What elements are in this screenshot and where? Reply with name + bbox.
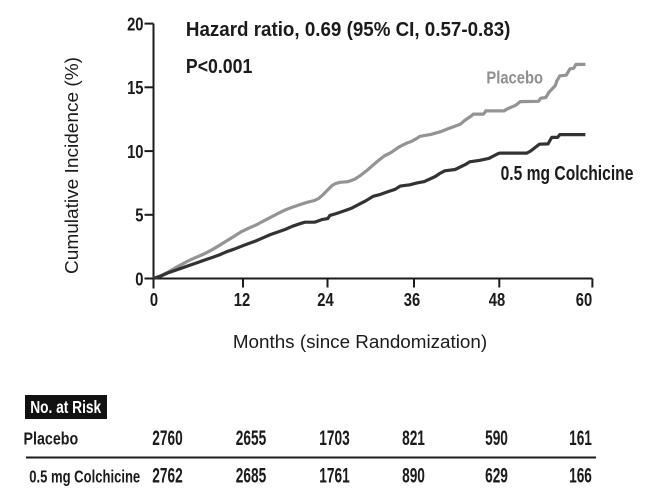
svg-text:10: 10 xyxy=(127,141,143,162)
svg-text:821: 821 xyxy=(402,427,425,450)
svg-text:Hazard ratio, 0.69 (95% CI, 0.: Hazard ratio, 0.69 (95% CI, 0.57-0.83) xyxy=(186,19,511,41)
svg-text:20: 20 xyxy=(127,14,143,35)
svg-text:P<0.001: P<0.001 xyxy=(186,56,252,78)
svg-text:60: 60 xyxy=(576,289,592,310)
svg-text:2760: 2760 xyxy=(152,427,182,450)
svg-text:629: 629 xyxy=(485,465,508,488)
svg-text:12: 12 xyxy=(234,289,250,310)
svg-text:166: 166 xyxy=(569,465,592,488)
svg-text:0.5 mg Colchicine: 0.5 mg Colchicine xyxy=(501,163,634,185)
svg-text:1703: 1703 xyxy=(319,427,349,450)
svg-text:15: 15 xyxy=(127,77,143,98)
svg-text:No. at Risk: No. at Risk xyxy=(30,397,101,417)
svg-text:Months (since Randomization): Months (since Randomization) xyxy=(233,331,487,352)
svg-text:48: 48 xyxy=(489,289,505,310)
svg-text:2655: 2655 xyxy=(236,427,267,450)
svg-text:Placebo: Placebo xyxy=(24,429,79,449)
svg-text:0.5 mg Colchicine: 0.5 mg Colchicine xyxy=(29,467,140,487)
svg-text:1761: 1761 xyxy=(319,465,350,488)
svg-text:24: 24 xyxy=(317,289,334,310)
svg-text:36: 36 xyxy=(404,289,420,310)
svg-text:2762: 2762 xyxy=(152,465,182,488)
svg-text:5: 5 xyxy=(135,205,143,226)
svg-text:590: 590 xyxy=(485,427,508,450)
svg-text:161: 161 xyxy=(569,427,592,450)
svg-text:0: 0 xyxy=(150,289,158,310)
svg-text:Cumulative Incidence (%): Cumulative Incidence (%) xyxy=(61,57,82,274)
svg-text:Placebo: Placebo xyxy=(486,67,543,87)
svg-text:2685: 2685 xyxy=(236,465,267,488)
svg-text:0: 0 xyxy=(135,268,143,289)
svg-text:890: 890 xyxy=(402,465,425,488)
